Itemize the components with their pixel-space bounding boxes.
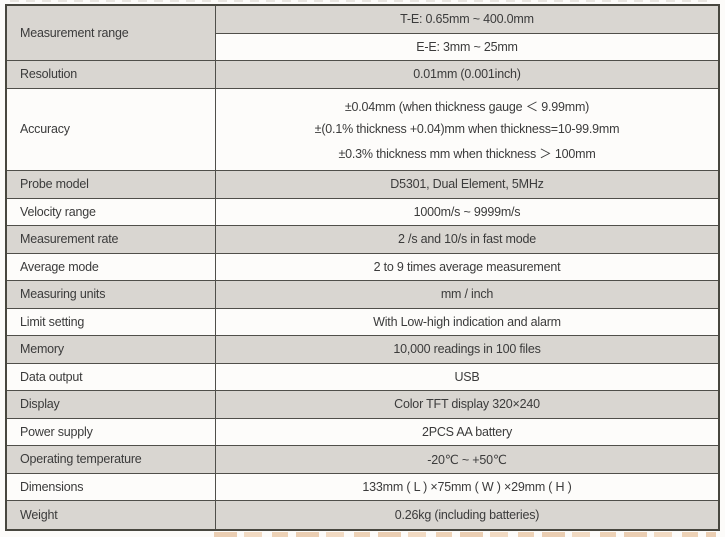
row-value-area: 1000m/s ~ 9999m/s bbox=[216, 198, 718, 225]
page-edge-artifact bbox=[10, 0, 710, 2]
table-row: Weight 0.26kg (including batteries) bbox=[7, 501, 718, 529]
table-row: Accuracy ±0.04mm (when thickness gauge ＜ … bbox=[7, 88, 718, 171]
row-value-area: -20℃ ~ +50℃ bbox=[216, 446, 718, 473]
row-value: 2PCS AA battery bbox=[216, 418, 718, 445]
row-label: Measuring units bbox=[7, 281, 216, 308]
row-value-line: ±0.3% thickness mm when thickness ＞ 100m… bbox=[338, 147, 596, 162]
table-row: Measurement rate 2 /s and 10/s in fast mo… bbox=[7, 226, 718, 254]
row-value-area: Color TFT display 320×240 bbox=[216, 391, 718, 418]
row-value: -20℃ ~ +50℃ bbox=[216, 446, 718, 473]
row-value-line: ±(0.1% thickness +0.04)mm when thickness… bbox=[314, 122, 620, 137]
row-value: 133mm ( L ) ×75mm ( W ) ×29mm ( H ) bbox=[216, 473, 718, 500]
row-value: 2 to 9 times average measurement bbox=[216, 253, 718, 280]
row-value-line: ±0.04mm (when thickness gauge ＜ 9.99mm) bbox=[344, 100, 590, 115]
table-row: Dimensions 133mm ( L ) ×75mm ( W ) ×29mm … bbox=[7, 473, 718, 501]
row-label: Display bbox=[7, 391, 216, 418]
row-value-area: 10,000 readings in 100 files bbox=[216, 336, 718, 363]
row-label: Dimensions bbox=[7, 473, 216, 500]
spec-table: Measurement range T-E: 0.65mm ~ 400.0mm E-… bbox=[5, 4, 720, 531]
row-value-area: USB bbox=[216, 363, 718, 390]
table-row: Operating temperature -20℃ ~ +50℃ bbox=[7, 446, 718, 474]
table-row: Display Color TFT display 320×240 bbox=[7, 391, 718, 419]
table-row: Velocity range 1000m/s ~ 9999m/s bbox=[7, 198, 718, 226]
row-value: 0.26kg (including batteries) bbox=[216, 501, 718, 529]
row-value-area: mm / inch bbox=[216, 281, 718, 308]
table-row: Average mode 2 to 9 times average measure… bbox=[7, 253, 718, 281]
table-row: Memory 10,000 readings in 100 files bbox=[7, 336, 718, 364]
row-value: 0.01mm (0.001inch) bbox=[216, 61, 718, 88]
row-label: Resolution bbox=[7, 61, 216, 88]
row-value-area: 133mm ( L ) ×75mm ( W ) ×29mm ( H ) bbox=[216, 473, 718, 500]
row-value-area: ±0.04mm (when thickness gauge ＜ 9.99mm) ±… bbox=[216, 88, 718, 170]
row-value-area: 0.01mm (0.001inch) bbox=[216, 61, 718, 88]
row-label: Power supply bbox=[7, 418, 216, 445]
row-label: Probe model bbox=[7, 171, 216, 198]
table-row: Measurement range T-E: 0.65mm ~ 400.0mm E-… bbox=[7, 6, 718, 61]
table-row: Power supply 2PCS AA battery bbox=[7, 418, 718, 446]
row-value: 1000m/s ~ 9999m/s bbox=[216, 198, 718, 225]
row-label: Accuracy bbox=[7, 88, 216, 170]
table-row: Measuring units mm / inch bbox=[7, 281, 718, 309]
row-value: Color TFT display 320×240 bbox=[216, 391, 718, 418]
row-label: Weight bbox=[7, 501, 216, 529]
table-row: Resolution 0.01mm (0.001inch) bbox=[7, 61, 718, 89]
row-value: 2 /s and 10/s in fast mode bbox=[216, 226, 718, 253]
row-value-area: 2 /s and 10/s in fast mode bbox=[216, 226, 718, 253]
row-label: Average mode bbox=[7, 253, 216, 280]
table-row: Probe model D5301, Dual Element, 5MHz bbox=[7, 171, 718, 199]
row-value: T-E: 0.65mm ~ 400.0mm bbox=[216, 6, 718, 34]
row-label: Memory bbox=[7, 336, 216, 363]
table-row: Limit setting With Low-high indication an… bbox=[7, 308, 718, 336]
row-label: Measurement rate bbox=[7, 226, 216, 253]
row-value-area: 0.26kg (including batteries) bbox=[216, 501, 718, 529]
watermark-fragments bbox=[214, 531, 716, 537]
row-value-area: T-E: 0.65mm ~ 400.0mm E-E: 3mm ~ 25mm bbox=[216, 6, 718, 60]
row-label: Data output bbox=[7, 363, 216, 390]
row-value: mm / inch bbox=[216, 281, 718, 308]
row-label: Velocity range bbox=[7, 198, 216, 225]
row-value: 10,000 readings in 100 files bbox=[216, 336, 718, 363]
row-label: Limit setting bbox=[7, 308, 216, 335]
row-value-area: 2 to 9 times average measurement bbox=[216, 253, 718, 280]
row-value: ±0.04mm (when thickness gauge ＜ 9.99mm) ±… bbox=[216, 88, 718, 170]
row-value: USB bbox=[216, 363, 718, 390]
row-label: Measurement range bbox=[7, 6, 216, 60]
row-value-area: 2PCS AA battery bbox=[216, 418, 718, 445]
row-value-area: With Low-high indication and alarm bbox=[216, 308, 718, 335]
row-value: With Low-high indication and alarm bbox=[216, 308, 718, 335]
row-value: D5301, Dual Element, 5MHz bbox=[216, 171, 718, 198]
row-value: E-E: 3mm ~ 25mm bbox=[216, 33, 718, 60]
table-row: Data output USB bbox=[7, 363, 718, 391]
row-label: Operating temperature bbox=[7, 446, 216, 473]
row-value-area: D5301, Dual Element, 5MHz bbox=[216, 171, 718, 198]
